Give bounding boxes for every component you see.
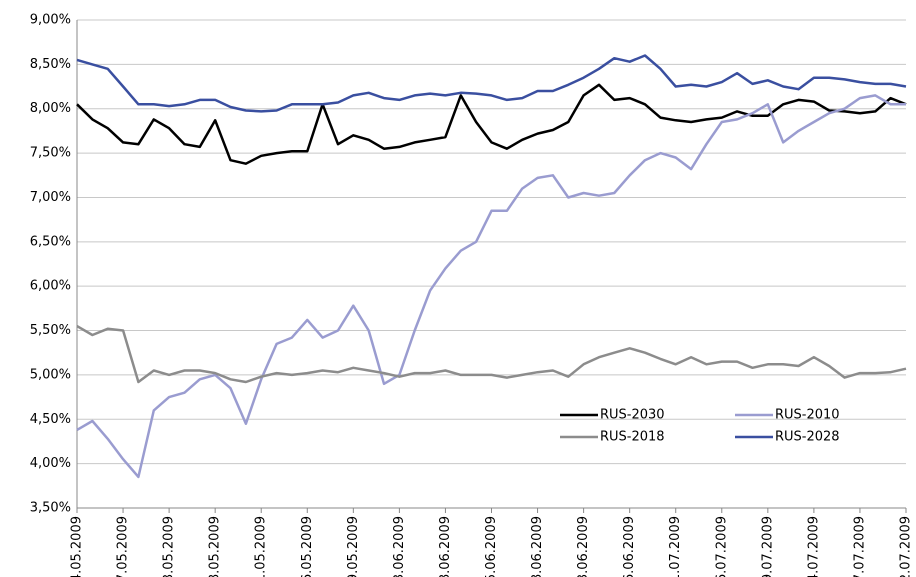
y-tick-label: 7,00%: [30, 190, 71, 205]
y-tick-label: 5,00%: [30, 367, 71, 382]
legend-label: RUS-2010: [775, 408, 840, 423]
x-tick-label: 15.06.2009: [484, 516, 499, 577]
x-tick-label: 06.07.2009: [714, 516, 729, 577]
legend-label: RUS-2018: [600, 430, 665, 445]
y-tick-label: 9,00%: [30, 13, 71, 28]
y-tick-label: 8,00%: [30, 101, 71, 116]
x-tick-label: 26.06.2009: [622, 516, 637, 577]
x-tick-label: 22.07.2009: [899, 516, 914, 577]
x-tick-label: 07.05.2009: [116, 516, 131, 577]
x-tick-label: 13.05.2009: [162, 516, 177, 577]
series-line: [76, 94, 906, 479]
series-line: [76, 54, 907, 113]
legend-label: RUS-2028: [775, 430, 840, 445]
y-tick-label: 6,50%: [30, 234, 71, 249]
y-tick-label: 4,50%: [30, 412, 71, 427]
x-tick-label: 18.05.2009: [208, 516, 223, 577]
x-tick-label: 17.07.2009: [852, 516, 867, 577]
x-tick-label: 23.06.2009: [576, 516, 591, 577]
series-line: [76, 83, 907, 165]
x-tick-label: 29.05.2009: [346, 516, 361, 577]
x-tick-label: 18.06.2009: [530, 516, 545, 577]
x-tick-label: 03.06.2009: [392, 516, 407, 577]
series-line: [76, 325, 907, 384]
y-tick-label: 8,50%: [30, 57, 71, 72]
y-tick-label: 7,50%: [30, 146, 71, 161]
x-tick-label: 26.05.2009: [300, 516, 315, 577]
x-tick-label: 21.05.2009: [254, 516, 269, 577]
x-tick-label: 01.07.2009: [668, 516, 683, 577]
y-tick-label: 4,00%: [30, 456, 71, 471]
x-tick-label: 14.07.2009: [806, 516, 821, 577]
legend-label: RUS-2030: [600, 408, 665, 423]
y-tick-label: 3,50%: [30, 501, 71, 516]
y-tick-label: 6,00%: [30, 279, 71, 294]
x-tick-label: 04.05.2009: [70, 516, 85, 577]
x-tick-label: 09.07.2009: [760, 516, 775, 577]
x-tick-label: 08.06.2009: [438, 516, 453, 577]
y-tick-label: 5,50%: [30, 323, 71, 338]
